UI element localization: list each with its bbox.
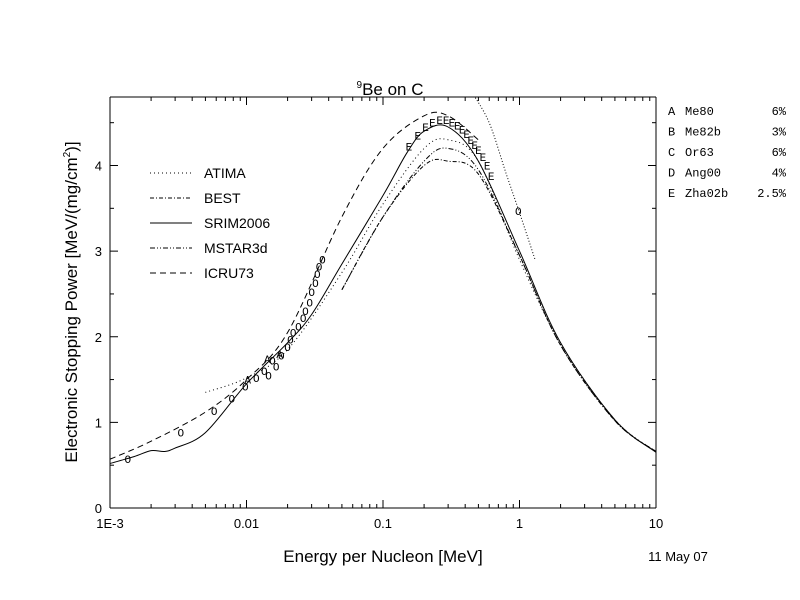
date-stamp: 11 May 07 [648,549,708,564]
x-axis-title: Energy per Nucleon [MeV] [283,547,482,566]
data-point-marker: O [278,352,285,364]
data-point-marker: O [308,288,315,300]
data-point-marker: O [211,407,218,419]
data-point-marker: O [269,357,276,369]
data-point-marker: O [261,367,268,379]
reference-key: B [668,126,675,140]
y-tick-label: 2 [95,330,102,345]
data-point-marker: E [463,130,470,142]
data-point-marker: E [468,136,475,148]
y-tick-label: 4 [95,159,102,174]
reference-name: Or63 [685,146,714,160]
data-point-marker: O [515,207,522,219]
chart-title: 9Be on C [357,80,424,99]
data-point-marker: E [471,141,478,153]
legend: ATIMA BEST SRIM2006 MSTAR3d ICRU73 [150,165,270,281]
reference-error: 6% [772,105,787,119]
x-tick-label: 10 [649,516,663,531]
data-point-marker: O [242,382,249,394]
data-point-marker: O [273,363,280,375]
series-line-best [341,158,656,452]
data-point-marker: E [443,116,450,128]
data-point-marker: E [406,143,413,155]
data-point-marker: O [124,455,131,467]
reference-key: A [668,105,676,119]
data-point-marker: E [480,153,487,165]
data-point-marker: O [295,322,302,334]
reference-key: D [668,167,675,181]
series-line-srim2006 [110,124,656,464]
reference-name: Me80 [685,105,714,119]
y-axis-title: Electronic Stopping Power [MeV/(mg/cm2)] [62,141,81,462]
reference-error: 6% [772,146,787,160]
x-tick-label: 0.1 [374,516,392,531]
data-point-marker: E [449,119,456,131]
chart-title-sup: 9 [357,80,363,91]
series-line-unlabeled-5 [474,97,536,260]
data-point-marker: O [314,270,321,282]
data-point-marker: O [302,307,309,319]
reference-error: 3% [772,126,787,140]
legend-label-atima: ATIMA [204,165,246,181]
reference-list: A Me80 6% B Me82b 3% C Or63 6% D Ang00 4% E Zha02b 2.5… [668,105,787,201]
data-point-marker: O [312,279,319,291]
legend-label-icru73: ICRU73 [204,265,254,281]
y-tick-label: 1 [95,415,102,430]
series-line-mstar3d [341,147,656,452]
reference-key: E [668,187,675,201]
y-axis-title-main: Electronic Stopping Power [MeV/(mg/cm [62,157,81,462]
series-line-icru73 [110,111,479,460]
y-axis-title-end: )] [62,141,81,151]
data-point-marker: O [300,314,307,326]
chart-title-main: Be on C [362,80,423,99]
data-point-marker: O [253,374,260,386]
x-tick-label: 1E-3 [96,516,123,531]
legend-label-best: BEST [204,190,241,206]
reference-error: 2.5% [757,187,787,201]
data-point-marker: E [488,172,495,184]
data-point-marker: O [177,429,184,441]
y-tick-label: 3 [95,244,102,259]
data-point-marker: E [459,126,466,138]
series-line-atima [205,138,656,452]
legend-label-mstar3d: MSTAR3d [204,240,268,256]
data-point-marker: A [264,355,271,367]
data-point-marker: O [287,335,294,347]
data-point-marker: O [316,263,323,275]
reference-name: Ang00 [685,167,721,181]
data-point-marker: E [484,162,491,174]
data-point-marker: E [429,119,436,131]
data-point-marker: O [290,328,297,340]
data-point-marker: E [436,116,443,128]
y-axis-title-sup: 2 [62,151,73,157]
x-tick-label: 1 [516,516,523,531]
y-tick-label: 0 [95,501,102,516]
legend-label-srim2006: SRIM2006 [204,215,270,231]
data-point-marker: O [306,299,313,311]
x-tick-label: 0.01 [234,516,259,531]
data-point-marker: O [284,343,291,355]
reference-error: 4% [772,167,787,181]
data-point-marker: O [265,371,272,383]
data-point-marker: E [454,121,461,133]
data-point-marker: O [228,394,235,406]
data-point-marker: O [319,256,326,268]
reference-key: C [668,146,675,160]
reference-name: Zha02b [685,187,728,201]
reference-name: Me82b [685,126,721,140]
data-point-marker: A [276,350,283,362]
data-point-marker: E [475,146,482,158]
data-point-marker: A [244,376,251,388]
data-point-marker: E [422,123,429,135]
data-point-marker: E [415,132,422,144]
